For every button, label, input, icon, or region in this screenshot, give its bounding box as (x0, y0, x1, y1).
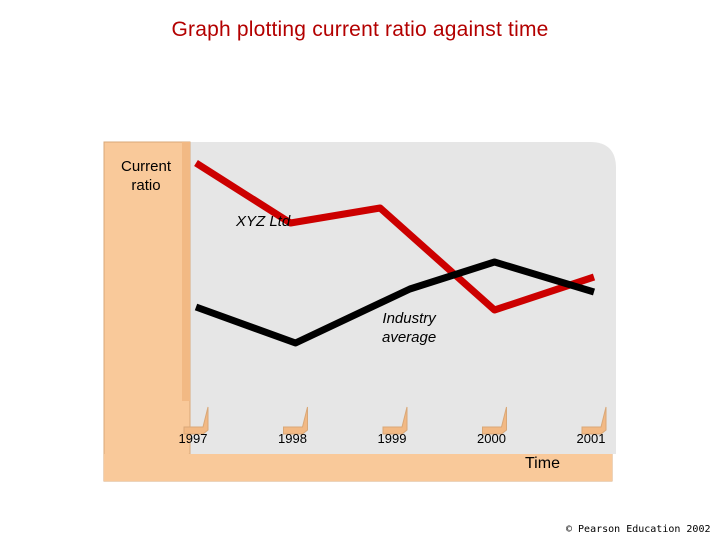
series-label-industry-line1: Industry (382, 310, 436, 327)
x-tick-label-2001: 2001 (577, 431, 606, 446)
chart-back-wall (190, 142, 616, 454)
series-label-industry-line2: average (382, 329, 437, 346)
series-line-xyz (194, 160, 596, 314)
floor-edge (104, 454, 612, 481)
series-line-industry (194, 258, 596, 347)
chart-title: Graph plotting current ratio against tim… (171, 18, 549, 41)
x-tick-1998 (283, 406, 308, 435)
left-wall-edge (182, 142, 190, 401)
y-axis-label: Current ratio (120, 158, 172, 194)
x-tick-label-1997: 1997 (179, 431, 208, 446)
x-tick-2000 (482, 406, 507, 435)
series-label-industry: Industry average (382, 309, 436, 347)
x-tick-label-2000: 2000 (477, 431, 506, 446)
x-tick-label-1999: 1999 (378, 431, 407, 446)
x-axis-label: Time (525, 455, 560, 472)
series-label-xyz: XYZ Ltd (236, 213, 291, 230)
x-tick-label-1998: 1998 (278, 431, 307, 446)
x-tick-1997 (183, 406, 209, 435)
x-tick-1999 (382, 406, 408, 435)
x-tick-2001 (581, 406, 607, 435)
copyright-notice: © Pearson Education 2002 (566, 524, 711, 535)
